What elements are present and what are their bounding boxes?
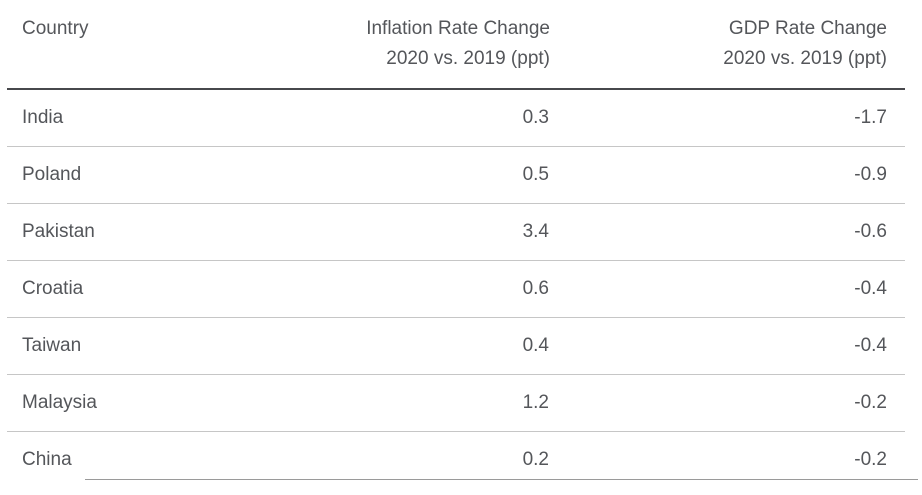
table-row-pakistan: Pakistan 3.4 -0.6 (7, 203, 905, 261)
header-row: Country Inflation Rate Change 2020 vs. 2… (7, 0, 905, 90)
cell-gdp: -0.4 (550, 317, 905, 375)
cell-gdp: -0.4 (550, 260, 905, 318)
column-header-country-label: Country (22, 18, 89, 39)
cell-gdp: -0.2 (550, 431, 905, 488)
table-row-poland: Poland 0.5 -0.9 (7, 146, 905, 204)
cell-inflation: 0.3 (187, 89, 550, 147)
column-header-gdp: GDP Rate Change 2020 vs. 2019 (ppt) (550, 0, 905, 90)
table-row-china: China 0.2 -0.2 (7, 431, 905, 488)
cell-gdp: -0.6 (550, 203, 905, 261)
cell-inflation: 1.2 (187, 374, 550, 432)
column-header-gdp-line2: 2020 vs. 2019 (ppt) (723, 48, 887, 69)
cell-country: Croatia (7, 260, 187, 318)
cell-gdp: -0.2 (550, 374, 905, 432)
cell-inflation: 0.5 (187, 146, 550, 204)
column-header-inflation: Inflation Rate Change 2020 vs. 2019 (ppt… (187, 0, 550, 90)
table-header: Country Inflation Rate Change 2020 vs. 2… (7, 0, 905, 90)
cell-inflation: 0.2 (187, 431, 550, 488)
table-row-india: India 0.3 -1.7 (7, 89, 905, 147)
table-row-croatia: Croatia 0.6 -0.4 (7, 260, 905, 318)
cell-inflation: 0.6 (187, 260, 550, 318)
column-header-gdp-line1: GDP Rate Change (728, 18, 887, 39)
table-row-malaysia: Malaysia 1.2 -0.2 (7, 374, 905, 432)
cell-country: India (7, 89, 187, 147)
cell-gdp: -1.7 (550, 89, 905, 147)
cell-country: Pakistan (7, 203, 187, 261)
column-header-country: Country (7, 0, 187, 90)
data-table: Country Inflation Rate Change 2020 vs. 2… (7, 0, 905, 488)
cell-gdp: -0.9 (550, 146, 905, 204)
cell-country: Taiwan (7, 317, 187, 375)
bottom-divider-line (85, 479, 918, 480)
cell-inflation: 3.4 (187, 203, 550, 261)
cell-inflation: 0.4 (187, 317, 550, 375)
table-row-taiwan: Taiwan 0.4 -0.4 (7, 317, 905, 375)
table-body: India 0.3 -1.7 Poland 0.5 -0.9 Pakistan … (7, 89, 905, 488)
column-header-inflation-line1: Inflation Rate Change (366, 18, 550, 39)
column-header-inflation-line2: 2020 vs. 2019 (ppt) (386, 48, 550, 69)
cell-country: China (7, 431, 187, 488)
cell-country: Malaysia (7, 374, 187, 432)
cell-country: Poland (7, 146, 187, 204)
